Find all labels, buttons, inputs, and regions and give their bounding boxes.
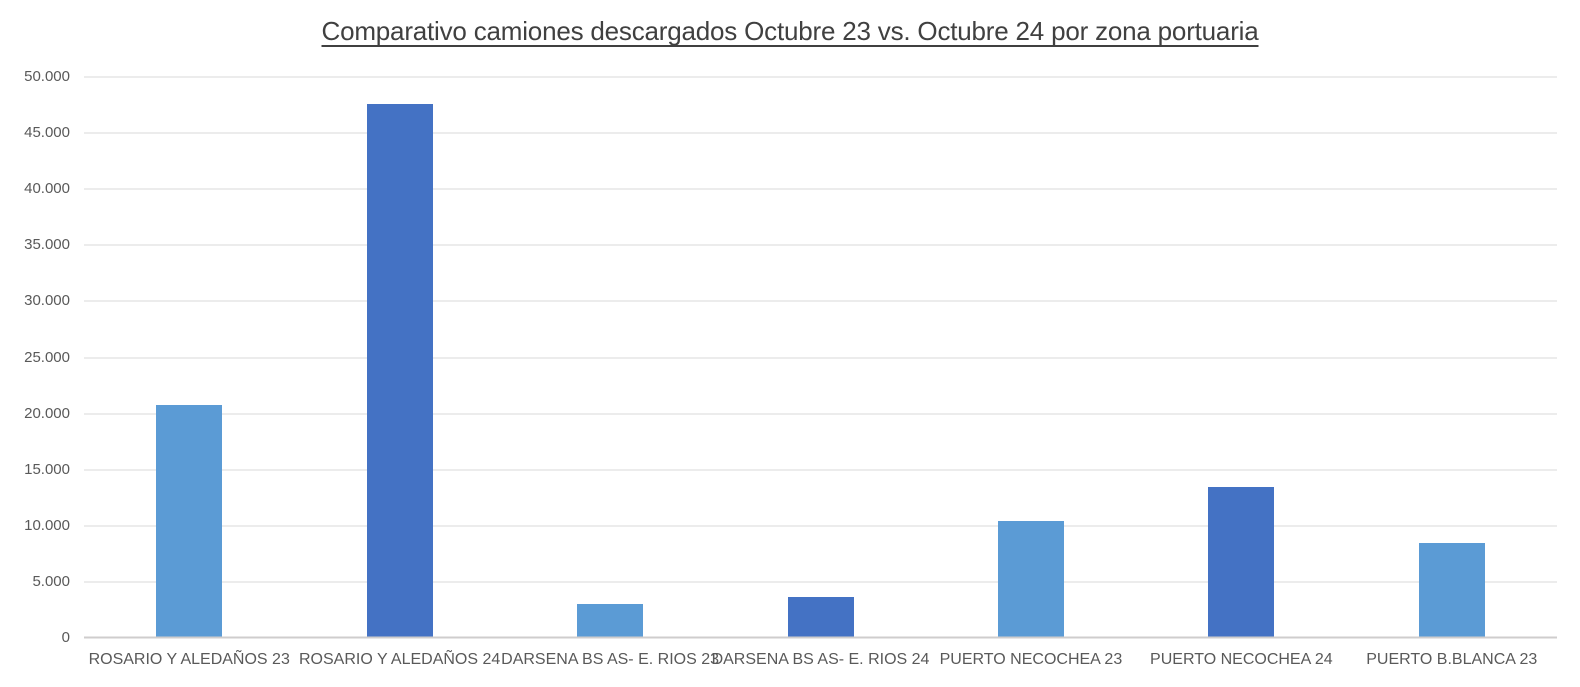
gridline: [84, 357, 1557, 358]
y-axis-tick-label: 25.000: [24, 348, 70, 366]
y-axis-tick-label: 0: [61, 629, 70, 646]
gridline: [84, 300, 1557, 302]
bar-3: [577, 604, 644, 638]
x-axis-category-label: DARSENA BS AS- E. RIOS 23: [501, 651, 719, 668]
bar-4: [787, 596, 854, 638]
y-axis-tick-label: 10.000: [24, 516, 70, 534]
y-axis-tick-label: 5.000: [32, 572, 70, 590]
bar-5: [997, 521, 1064, 638]
x-axis-category-label: PUERTO NECOCHEA 24: [1150, 651, 1333, 668]
gridline: [84, 244, 1557, 246]
gridline: [84, 469, 1557, 471]
y-axis-tick-label: 15.000: [24, 460, 70, 478]
gridline: [84, 581, 1557, 583]
x-axis-category-label: PUERTO NECOCHEA 23: [939, 651, 1123, 668]
bar-6: [1208, 486, 1275, 638]
y-axis-tick-label: 30.000: [24, 292, 70, 310]
y-axis-tick-label: 40.000: [24, 180, 70, 198]
gridline: [84, 413, 1557, 415]
y-axis-tick-label: 20.000: [24, 404, 70, 422]
x-axis-category-label: PUERTO B.BLANCA 23: [1366, 651, 1538, 668]
gridline: [84, 525, 1557, 527]
x-axis-category-label: ROSARIO Y ALEDAÑOS 23: [88, 651, 290, 668]
y-axis-tick-label: 45.000: [24, 124, 70, 142]
gridline: [84, 76, 1557, 78]
x-axis-category-label: ROSARIO Y ALEDAÑOS 24: [299, 651, 501, 668]
y-axis-tick-label: 35.000: [24, 236, 70, 254]
bar-2: [366, 103, 433, 638]
bar-7: [1418, 542, 1485, 638]
x-axis-category-label: DARSENA BS AS- E. RIOS 24: [711, 651, 930, 668]
chart-title: Comparativo camiones descargados Octubre…: [321, 16, 1259, 46]
plot-area: 0 5.000 10.000 15.000 20.000 25.000 30.000 35.0…: [24, 68, 1557, 668]
x-axis-line: [84, 636, 1557, 639]
y-axis-tick-label: 50.000: [24, 68, 70, 85]
gridline: [84, 188, 1557, 190]
gridline: [84, 132, 1557, 134]
bar-1: [156, 404, 223, 638]
